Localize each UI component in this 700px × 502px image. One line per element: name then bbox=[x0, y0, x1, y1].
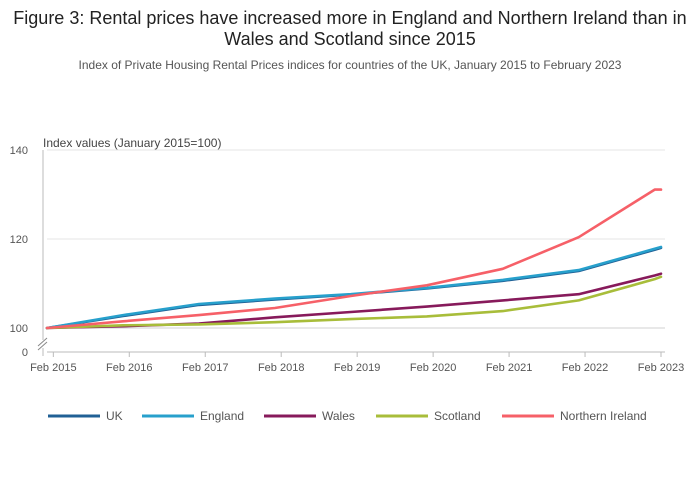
axis-break-mark bbox=[37, 341, 48, 351]
series-line-northern-ireland bbox=[45, 188, 663, 330]
series-line-scotland bbox=[45, 275, 663, 330]
x-tick-labels: Feb 2015 Feb 2016 Feb 2017 Feb 2018 Feb 2019… bbox=[30, 352, 684, 374]
legend-label-uk: UK bbox=[106, 409, 123, 423]
legend-label-wales: Wales bbox=[322, 409, 355, 423]
y-tick-140: 140 bbox=[10, 145, 28, 157]
y-tick-120: 120 bbox=[10, 234, 28, 246]
y-axis-label: Index values (January 2015=100) bbox=[43, 136, 221, 150]
series-line-uk bbox=[45, 246, 663, 330]
x-tick-label: Feb 2018 bbox=[258, 362, 304, 374]
x-tick-label: Feb 2015 bbox=[30, 362, 76, 374]
legend-item-england[interactable]: England bbox=[142, 409, 244, 423]
legend-item-northern-ireland[interactable]: Northern Ireland bbox=[502, 409, 647, 423]
legend-item-scotland[interactable]: Scotland bbox=[376, 409, 481, 423]
axes bbox=[37, 150, 48, 356]
x-tick-label: Feb 2023 bbox=[638, 362, 684, 374]
grid-lines bbox=[47, 149, 665, 353]
chart-title: Figure 3: Rental prices have increased m… bbox=[13, 8, 687, 49]
legend-label-scotland: Scotland bbox=[434, 409, 481, 423]
legend-label-england: England bbox=[200, 409, 244, 423]
legend-item-wales[interactable]: Wales bbox=[264, 409, 355, 423]
x-tick-label: Feb 2022 bbox=[562, 362, 608, 374]
x-tick-label: Feb 2020 bbox=[410, 362, 456, 374]
y-tick-100: 100 bbox=[10, 323, 28, 335]
x-tick-label: Feb 2017 bbox=[182, 362, 228, 374]
x-tick-label: Feb 2016 bbox=[106, 362, 152, 374]
y-tick-0: 0 bbox=[22, 347, 28, 359]
series-line-england bbox=[45, 245, 663, 330]
series-lines bbox=[45, 188, 663, 330]
x-tick-label: Feb 2019 bbox=[334, 362, 380, 374]
legend[interactable]: UK England Wales Scotland Northern Ireland bbox=[48, 409, 647, 423]
chart-subtitle: Index of Private Housing Rental Prices i… bbox=[78, 58, 622, 72]
y-tick-labels: 0 100 120 140 bbox=[10, 145, 28, 359]
axis-break-mark bbox=[37, 337, 48, 347]
legend-item-uk[interactable]: UK bbox=[48, 409, 123, 423]
legend-label-northern-ireland: Northern Ireland bbox=[560, 409, 647, 423]
x-tick-label: Feb 2021 bbox=[486, 362, 532, 374]
